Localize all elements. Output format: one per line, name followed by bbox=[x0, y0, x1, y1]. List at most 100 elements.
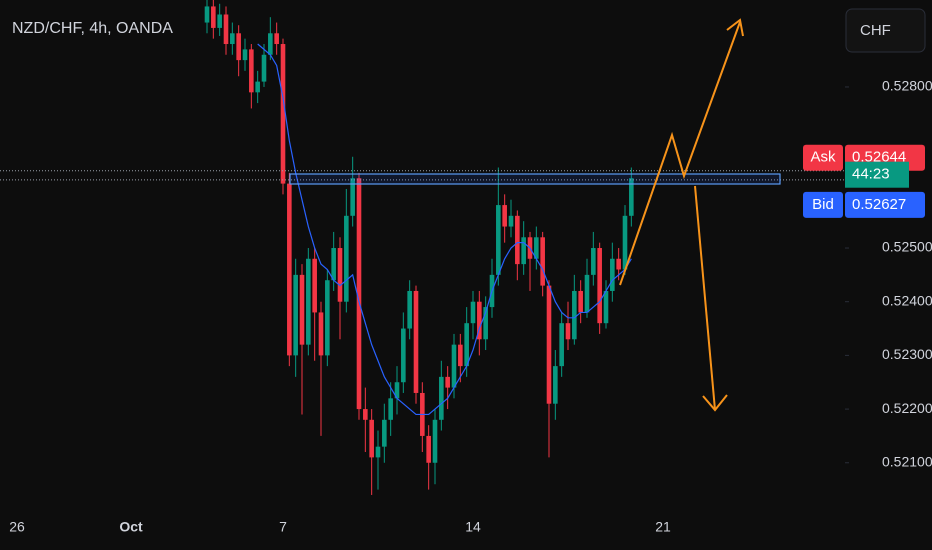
bid-tag: Bid bbox=[812, 196, 834, 213]
candle-body bbox=[255, 81, 260, 93]
candle-body bbox=[496, 205, 501, 275]
ask-tag-box bbox=[803, 144, 843, 171]
candle-body bbox=[268, 33, 273, 55]
projection-up bbox=[619, 21, 741, 286]
currency-label[interactable]: CHF bbox=[860, 22, 891, 39]
y-tick-label: 0.52400 bbox=[882, 292, 932, 308]
candle-body bbox=[445, 376, 450, 388]
arrow-head-up bbox=[726, 18, 744, 37]
candle-body bbox=[515, 215, 520, 265]
bid-price-box bbox=[845, 191, 925, 218]
candle-body bbox=[249, 49, 254, 93]
candle-body bbox=[508, 215, 514, 227]
candle-body bbox=[451, 344, 457, 388]
candle-body bbox=[622, 215, 628, 270]
countdown: 44:23 bbox=[852, 166, 890, 183]
candle-body bbox=[413, 290, 419, 393]
y-tick-label: 0.52300 bbox=[882, 346, 932, 362]
candle-body bbox=[280, 44, 286, 184]
candle-body bbox=[369, 419, 374, 458]
candle-body bbox=[306, 258, 311, 345]
candle-body bbox=[464, 323, 469, 367]
candle-body bbox=[401, 328, 406, 383]
candle-body bbox=[261, 54, 267, 82]
candle-body bbox=[344, 215, 349, 302]
candle-body bbox=[217, 14, 222, 28]
candle-body bbox=[287, 183, 292, 356]
projection-down bbox=[694, 185, 716, 411]
x-tick-label: 7 bbox=[279, 519, 287, 535]
currency-button[interactable]: CHF bbox=[845, 8, 926, 53]
candle-body bbox=[356, 178, 362, 410]
candle-body bbox=[223, 14, 229, 45]
y-tick-label: 0.52800 bbox=[882, 78, 932, 94]
ask-price: 0.52644 bbox=[852, 149, 906, 166]
bid-price: 0.52627 bbox=[852, 196, 906, 213]
candle-body bbox=[242, 49, 248, 61]
x-tick-label: 14 bbox=[465, 519, 481, 535]
candle-body bbox=[299, 274, 305, 345]
candle-body bbox=[483, 307, 488, 340]
candle-body bbox=[540, 237, 545, 286]
moving-average bbox=[257, 43, 632, 416]
candle-body bbox=[211, 6, 216, 28]
y-tick-label: 0.52200 bbox=[882, 400, 932, 416]
candle-body bbox=[337, 248, 343, 302]
y-tick-label: 0.52500 bbox=[882, 239, 932, 255]
candle-body bbox=[394, 382, 400, 399]
candle-body bbox=[603, 290, 609, 324]
candle-body bbox=[572, 290, 577, 340]
candle-body bbox=[553, 366, 558, 404]
candle-body bbox=[331, 248, 336, 281]
candle-body bbox=[363, 409, 368, 420]
candle-body bbox=[559, 323, 564, 367]
candle-body bbox=[382, 419, 387, 447]
candle-body bbox=[318, 312, 324, 356]
candle-body bbox=[350, 178, 355, 216]
plot-area bbox=[0, 0, 845, 495]
candle-body bbox=[204, 6, 210, 23]
candle-body bbox=[458, 344, 463, 367]
candle-body bbox=[616, 258, 621, 270]
candle-body bbox=[312, 258, 317, 313]
countdown-box bbox=[845, 161, 909, 188]
currency-button-box[interactable] bbox=[845, 8, 926, 53]
candle-body bbox=[407, 290, 412, 329]
candle-body bbox=[502, 205, 507, 227]
candle-body bbox=[597, 248, 602, 324]
y-tick-label: 0.52100 bbox=[882, 453, 932, 469]
candle-body bbox=[546, 285, 552, 404]
candle-body bbox=[470, 301, 476, 324]
candle-body bbox=[230, 33, 235, 45]
candle-body bbox=[610, 258, 615, 291]
candle-body bbox=[439, 376, 444, 420]
price-labels: 0.52100 0.52200 0.52300 0.52400 0.52500 0.528… bbox=[9, 78, 932, 535]
x-tick-label: Oct bbox=[119, 519, 143, 535]
bid-tag-box bbox=[803, 191, 843, 218]
candle-body bbox=[432, 419, 438, 463]
arrow-head-down bbox=[702, 394, 728, 412]
candle-body bbox=[477, 301, 482, 340]
candle-body bbox=[274, 33, 279, 45]
candle-body bbox=[629, 178, 634, 216]
candle-body bbox=[521, 237, 526, 265]
zone-rectangle bbox=[289, 173, 781, 185]
symbol-title: NZD/CHF, 4h, OANDA bbox=[12, 20, 173, 37]
ask-tag: Ask bbox=[810, 149, 836, 166]
candle-body bbox=[426, 435, 431, 463]
candle-body bbox=[534, 237, 539, 259]
candle-body bbox=[388, 398, 393, 420]
candle-body bbox=[591, 248, 596, 275]
candle-body bbox=[325, 280, 330, 356]
candle-body bbox=[293, 274, 298, 356]
candle-body bbox=[375, 446, 381, 458]
candle-body bbox=[565, 323, 571, 340]
candle-body bbox=[578, 290, 583, 313]
candle-body bbox=[236, 33, 241, 61]
x-tick-label: 26 bbox=[9, 519, 25, 535]
candle-body bbox=[584, 274, 590, 313]
x-tick-label: 21 bbox=[655, 519, 671, 535]
